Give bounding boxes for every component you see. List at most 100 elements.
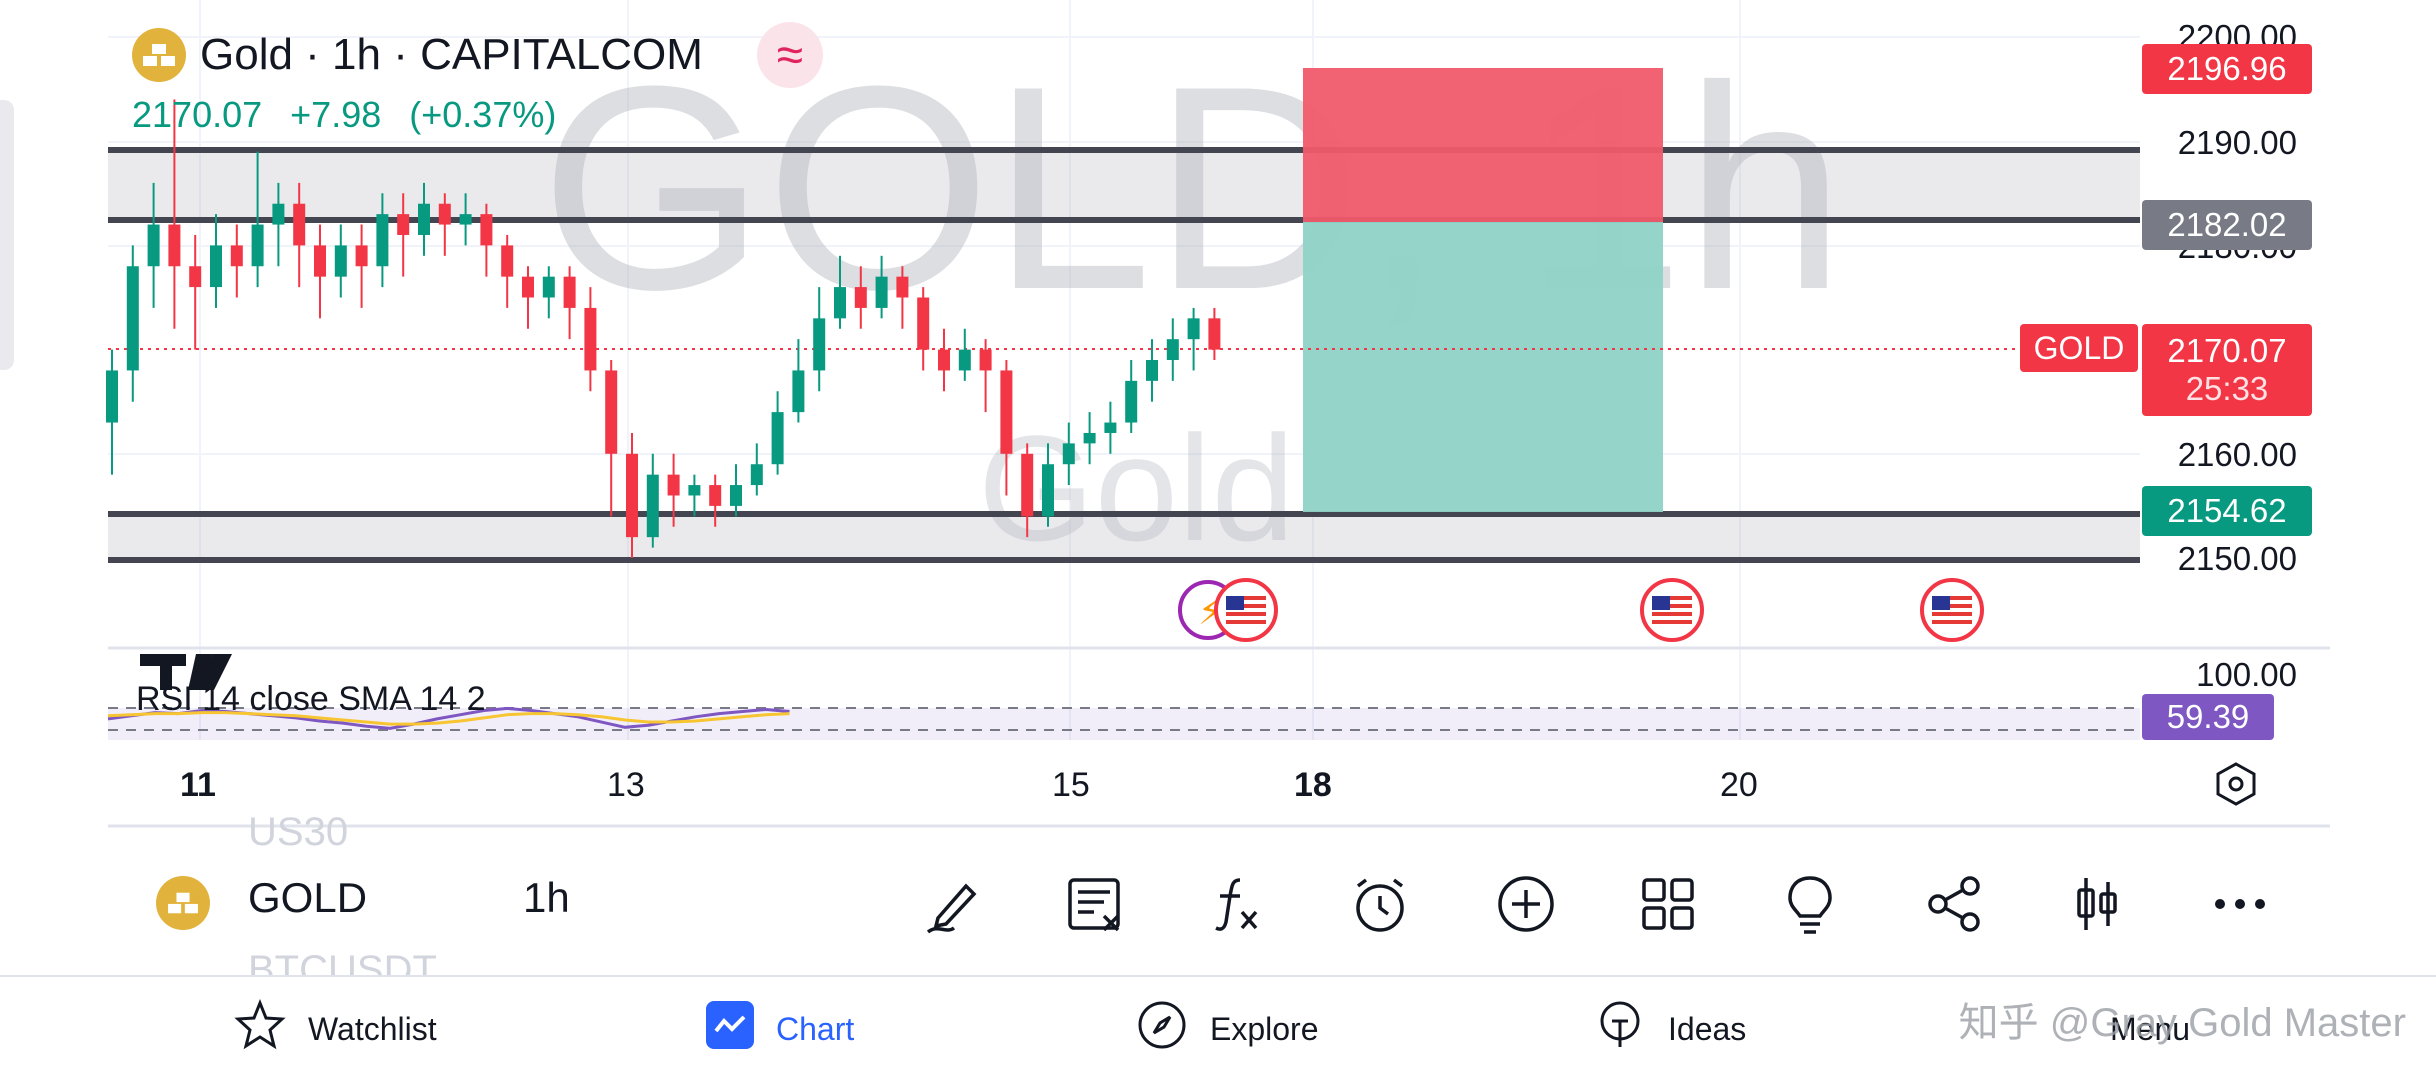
more-icon[interactable] [2202,866,2278,942]
candle-body [189,266,202,288]
target-zone[interactable] [1303,68,1663,222]
nav-menu[interactable]: Menu [2110,1001,2190,1057]
price-summary: 2170.07 +7.98 (+0.37%) [132,94,574,136]
compass-icon [1136,999,1188,1059]
nav-menu-label: Menu [2110,1010,2191,1047]
interval-selector[interactable]: 1h [523,874,570,921]
share-icon[interactable] [1916,866,1992,942]
plus-icon[interactable] [1488,866,1564,942]
candle-body [1125,380,1138,423]
rsi-legend[interactable]: RSI 14 close SMA 14 2 [136,680,486,718]
candle-body [958,349,971,371]
candles-icon[interactable] [2058,866,2134,942]
nav-chart-label: Chart [776,1010,855,1047]
candle-body [106,370,118,423]
candle-body [875,276,888,308]
nav-watchlist[interactable]: Watchlist [234,998,437,1057]
ghost-symbol-above: US30 [248,810,349,854]
rsi-sma-line [107,711,790,726]
pencil-icon[interactable] [916,866,992,942]
candle-body [667,474,680,496]
event-marker-us-flag-2[interactable] [1640,578,1704,642]
notes-icon[interactable] [1058,866,1134,942]
candle-body [1166,339,1179,361]
candle-body [376,214,389,267]
candle-body [730,485,742,506]
price-chart[interactable]: GOLD, 1h Gold ⚡ [0,0,2436,830]
candle-body [1146,360,1158,381]
price-axis-label: 2150.00 [2177,540,2297,577]
nav-chart[interactable]: Chart [706,1001,854,1057]
candle-body [1021,453,1034,517]
candle-body [314,245,326,277]
candle-body [854,287,867,308]
stop-price-tag[interactable]: 2154.62 [2142,486,2312,536]
date-label: 15 [1052,766,1090,804]
candle-body [605,370,618,454]
candle-body [272,203,285,225]
candle-body [626,453,638,538]
chart-title[interactable]: Gold · 1h · CAPITALCOM [200,30,703,79]
nav-watchlist-label: Watchlist [308,1010,437,1047]
nav-ideas[interactable]: Ideas [1594,1001,1746,1057]
indicator-icon[interactable]: ≈ [756,22,823,88]
candle-body [147,224,160,267]
source-watermark: 知乎 @Gray Gold Master [1958,1001,2406,1045]
candle-body [522,276,534,298]
candle-body [1000,370,1013,454]
candle-body [355,245,368,267]
support-zone[interactable] [108,514,2140,560]
current-price: 2170.07 [2167,332,2287,369]
gold-bars-icon [156,876,210,930]
event-marker-us-flag-3[interactable] [1920,578,1984,642]
price-axis-label: 2160.00 [2177,436,2297,473]
chart-area[interactable]: GOLD, 1h Gold ⚡ [0,0,2436,830]
stop-zone[interactable] [1303,222,1663,512]
candle-body [1208,318,1221,350]
symbol-selector[interactable]: GOLD [248,874,368,921]
candle-body [480,214,493,246]
candle-body [688,485,701,496]
candle-body [750,464,763,486]
rsi-value-tag: 59.39 [2142,694,2274,740]
candle-body [563,276,576,308]
current-price-tag: 2170.07 25:33 [2142,324,2312,416]
side-drawer-handle[interactable] [0,100,14,370]
rsi-band [108,708,2140,740]
date-label: 13 [607,766,645,804]
candle-body [1062,443,1075,465]
candle-body [896,276,909,298]
candle-body [168,224,181,267]
candle-body [834,287,846,319]
candle-body [1083,432,1096,444]
bottom-navigation: Watchlist Chart Explore Ideas Menu [0,975,2436,1082]
candle-body [1104,422,1117,433]
bulb-icon[interactable] [1772,866,1848,942]
nav-explore-label: Explore [1210,1010,1319,1047]
candles [106,99,1221,558]
candle-body [979,349,992,371]
candle-body [646,474,659,538]
candle-body [501,245,514,277]
last-price: 2170.07 [132,94,263,135]
bar-countdown: 25:33 [2185,370,2269,407]
candle-body [813,318,826,371]
target-price-tag[interactable]: 2196.96 [2142,44,2312,94]
entry-price-tag[interactable]: 2182.02 [2142,200,2312,250]
candle-body [210,245,222,288]
chart-title-row[interactable]: Gold · 1h · CAPITALCOM ≈ [132,22,823,88]
chart-settings-icon[interactable] [2212,760,2260,813]
candle-body [1187,318,1200,340]
candle-body [230,245,243,267]
candle-body [126,266,139,371]
date-label: 20 [1720,766,1758,804]
candle-body [418,203,430,235]
grid-icon[interactable] [1630,866,1706,942]
alarm-icon[interactable] [1342,866,1418,942]
price-change: +7.98 [290,94,382,135]
resistance-zone[interactable] [108,150,2140,220]
function-icon[interactable] [1200,866,1276,942]
event-marker-us-flag[interactable] [1214,578,1278,642]
nav-explore[interactable]: Explore [1136,1001,1319,1057]
candle-body [542,276,555,298]
